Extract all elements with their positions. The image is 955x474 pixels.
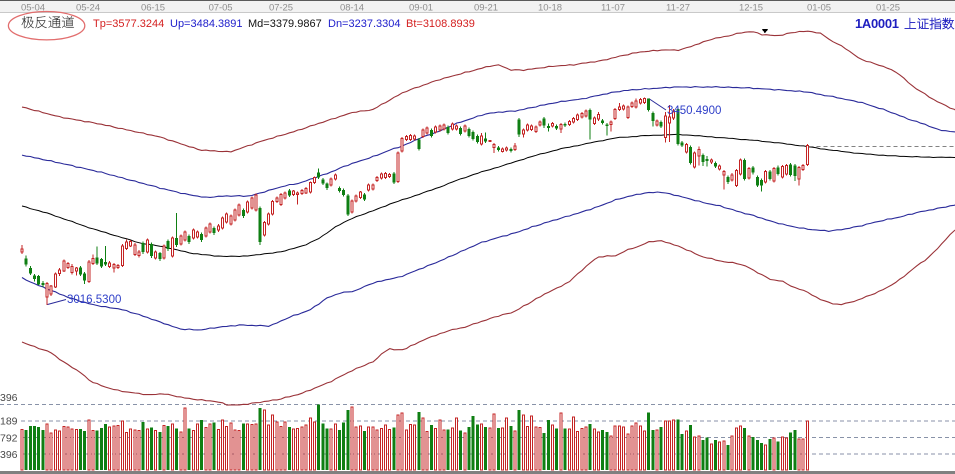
svg-text:396: 396	[0, 392, 18, 404]
svg-text:09-01: 09-01	[409, 3, 433, 14]
svg-text:1A0001: 1A0001	[855, 16, 899, 31]
svg-text:12-15: 12-15	[739, 3, 763, 14]
svg-text:08-14: 08-14	[340, 3, 364, 14]
svg-text:Up=3484.3891: Up=3484.3891	[170, 18, 242, 30]
svg-text:396: 396	[0, 449, 18, 461]
svg-text:07-05: 07-05	[209, 3, 233, 14]
svg-text:3016.5300: 3016.5300	[67, 294, 121, 306]
svg-text:01-05: 01-05	[807, 3, 831, 14]
svg-text:05-04: 05-04	[21, 3, 45, 14]
svg-text:05-24: 05-24	[76, 3, 100, 14]
svg-text:Dn=3237.3304: Dn=3237.3304	[328, 18, 400, 30]
svg-text:06-15: 06-15	[141, 3, 165, 14]
svg-text:01-25: 01-25	[876, 3, 900, 14]
svg-text:07-25: 07-25	[269, 3, 293, 14]
svg-text:Tp=3577.3244: Tp=3577.3244	[93, 18, 164, 30]
svg-text:Md=3379.9867: Md=3379.9867	[248, 18, 322, 30]
svg-text:10-18: 10-18	[538, 3, 562, 14]
svg-text:792: 792	[0, 433, 18, 445]
svg-text:09-21: 09-21	[474, 3, 498, 14]
svg-text:11-07: 11-07	[601, 3, 625, 14]
svg-text:3450.4900: 3450.4900	[667, 105, 721, 117]
svg-text:Bt=3108.8939: Bt=3108.8939	[406, 18, 475, 30]
svg-text:11-27: 11-27	[666, 3, 690, 14]
svg-text:189: 189	[0, 416, 18, 428]
